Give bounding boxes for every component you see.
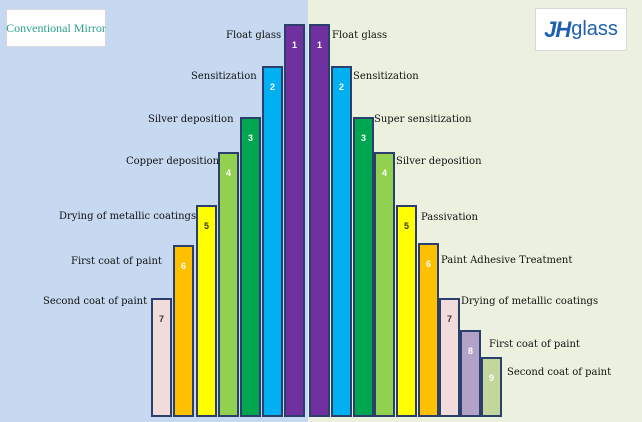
jhglass-step-9-bar: 9 [481,357,502,417]
conventional-step-6-bar: 6 [173,245,194,417]
jhglass-step-5-label: Passivation [421,212,478,223]
jhglass-step-8-label: First coat of paint [489,339,580,350]
conventional-step-7-bar: 7 [151,298,172,417]
jhglass-step-4-label: Silver deposition [396,156,482,167]
conventional-step-5-number: 5 [203,221,209,231]
jhglass-step-5-number: 5 [403,221,409,231]
jhglass-step-4-number: 4 [381,168,387,178]
conventional-mirror-title: Conventional Mirror [6,20,106,35]
conventional-step-1-number: 1 [291,40,297,50]
conventional-mirror-logo: Conventional Mirror [6,9,106,47]
conventional-step-4-label: Copper deposition [126,156,220,167]
jhglass-step-6-bar: 6 [418,243,439,417]
conventional-step-6-label: First coat of paint [71,256,162,267]
jhglass-step-3-number: 3 [360,133,366,143]
jhglass-step-7-label: Drying of metallic coatings [461,296,599,307]
jhglass-step-1-label: Float glass [332,30,388,41]
jhglass-step-7-number: 7 [446,314,452,324]
jhglass-logo-main: JH [544,16,571,42]
conventional-step-7-label: Second coat of paint [43,296,148,307]
jhglass-logo-suffix: glass [571,18,618,40]
conventional-step-6-number: 6 [180,261,186,271]
conventional-step-3-bar: 3 [240,117,261,417]
jhglass-step-2-number: 2 [338,82,344,92]
jhglass-step-6-label: Paint Adhesive Treatment [441,255,573,266]
jhglass-step-7-bar: 7 [439,298,460,417]
conventional-step-2-number: 2 [269,82,275,92]
conventional-step-3-label: Silver deposition [148,114,234,125]
jhglass-step-3-label: Super sensitization [374,114,472,125]
jhglass-step-1-bar: 1 [309,24,330,417]
jhglass-step-9-label: Second coat of paint [507,367,612,378]
jhglass-step-6-number: 6 [425,259,431,269]
jhglass-step-8-bar: 8 [460,330,481,417]
conventional-step-5-bar: 5 [196,205,217,417]
conventional-step-5-label: Drying of metallic coatings [59,211,197,222]
jhglass-step-2-label: Sensitization [353,71,419,82]
conventional-step-1-bar: 1 [284,24,305,417]
conventional-step-2-bar: 2 [262,66,283,417]
jhglass-step-8-number: 8 [467,346,473,356]
jhglass-step-9-number: 9 [488,373,494,383]
conventional-step-3-number: 3 [247,133,253,143]
conventional-step-4-number: 4 [225,168,231,178]
jhglass-step-2-bar: 2 [331,66,352,417]
jhglass-step-4-bar: 4 [374,152,395,417]
conventional-step-4-bar: 4 [218,152,239,417]
conventional-step-1-label: Float glass [226,30,282,41]
jhglass-step-1-number: 1 [316,40,322,50]
jhglass-step-3-bar: 3 [353,117,374,417]
jhglass-logo: JH glass [535,8,627,51]
jhglass-step-5-bar: 5 [396,205,417,417]
conventional-step-2-label: Sensitization [191,71,257,82]
conventional-step-7-number: 7 [158,314,164,324]
